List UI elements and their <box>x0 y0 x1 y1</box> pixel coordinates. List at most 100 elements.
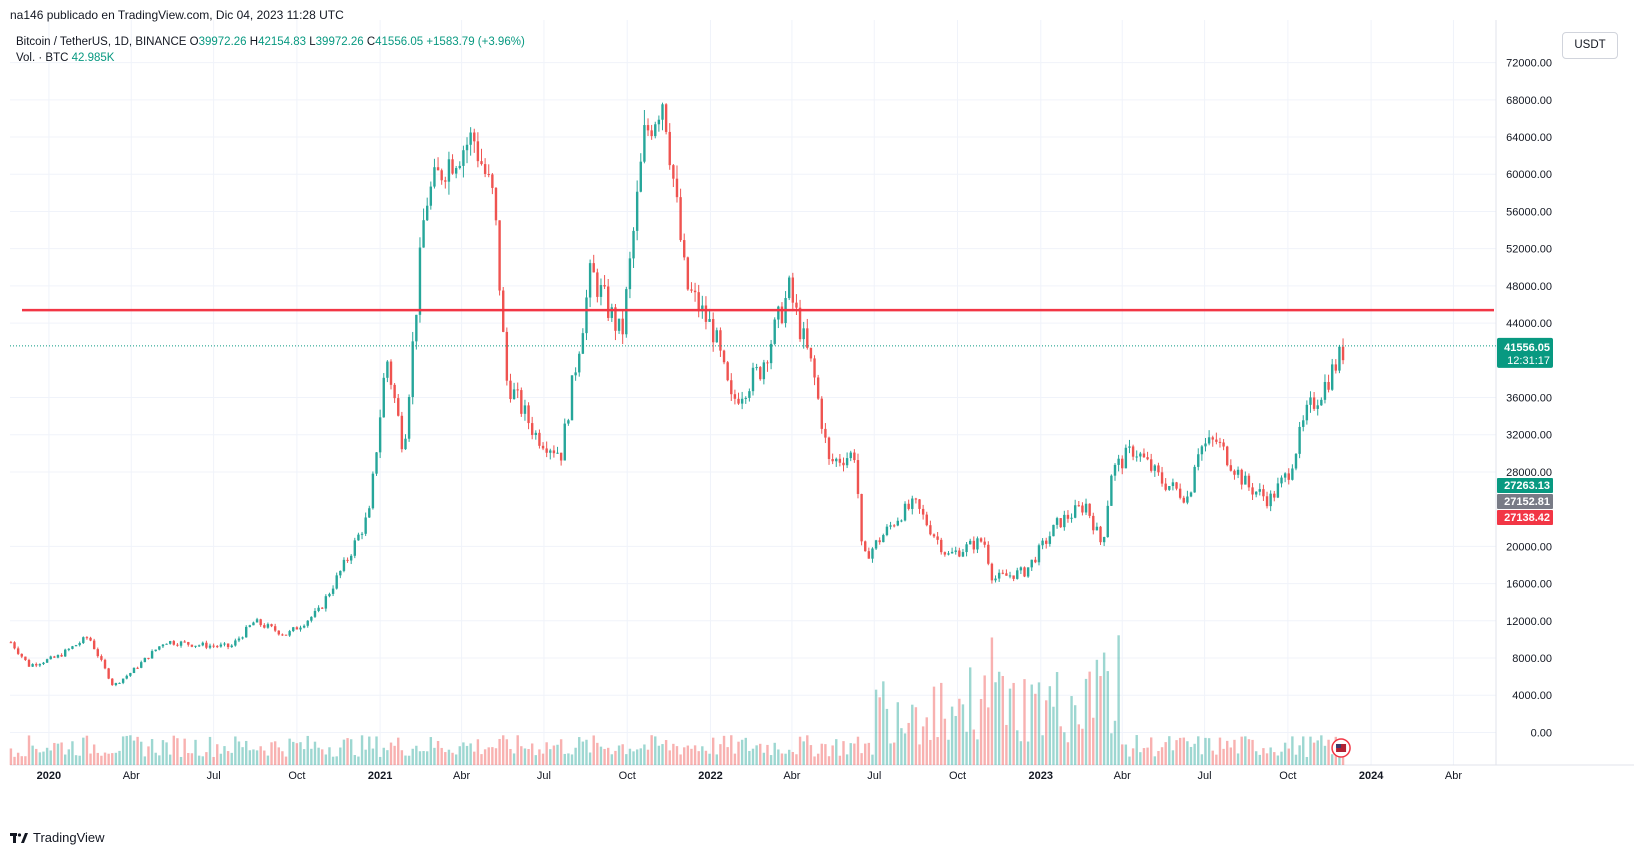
volume-bar <box>1244 736 1247 765</box>
candle-body <box>1030 559 1033 568</box>
volume-bar <box>635 749 639 765</box>
volume-bar <box>121 736 125 765</box>
candle-body <box>1008 575 1012 577</box>
volume-bar <box>74 755 78 765</box>
volume-bar <box>759 743 762 765</box>
volume-bar <box>60 742 63 765</box>
volume-bar <box>473 751 476 765</box>
price-badge <box>1497 510 1553 525</box>
candle-body <box>798 307 802 340</box>
volume-bar <box>216 744 219 765</box>
candle-body <box>281 634 284 636</box>
volume-bar <box>114 752 118 765</box>
close-label: C <box>366 36 376 48</box>
ohlc-row: Bitcoin / TetherUS, 1D, BINANCE O39972.2… <box>16 34 525 50</box>
volume-bar <box>940 682 943 765</box>
price-tick-label: 20000.00 <box>1506 541 1552 553</box>
low-label: L <box>309 36 316 48</box>
candle-body <box>111 678 114 686</box>
volume-bar <box>1117 635 1120 765</box>
volume-bar <box>223 746 226 765</box>
volume-bar <box>378 756 382 765</box>
volume-bar <box>469 743 472 765</box>
candle-body <box>664 104 668 132</box>
volume-bar <box>849 743 852 765</box>
time-tick-label: 2022 <box>698 770 722 782</box>
candle-body <box>483 164 487 174</box>
volume-bar <box>140 741 143 765</box>
candle-body <box>1146 457 1149 460</box>
candle-body <box>1211 437 1214 440</box>
volume-bar <box>1251 739 1254 765</box>
volume-bar <box>929 739 932 765</box>
candle-body <box>45 659 49 663</box>
volume-bar <box>1073 705 1077 765</box>
candle-body <box>1077 505 1080 507</box>
symbol-title[interactable]: Bitcoin / TetherUS, 1D, BINANCE <box>16 36 187 48</box>
volume-bar <box>538 749 541 765</box>
volume-bar <box>1160 747 1164 765</box>
candle-body <box>990 563 994 581</box>
volume-bar <box>1001 676 1004 765</box>
volume-bar <box>726 747 729 765</box>
volume-bar <box>697 751 700 765</box>
candle-body <box>1200 446 1204 455</box>
candle-body <box>1084 503 1088 513</box>
currency-button[interactable]: USDT <box>1562 32 1618 59</box>
candle-body <box>386 361 389 378</box>
volume-label[interactable]: Vol. · BTC <box>16 52 69 64</box>
candle-body <box>371 473 375 509</box>
candle-body <box>465 144 469 151</box>
volume-bar <box>27 735 31 765</box>
volume-bar <box>241 747 244 765</box>
volume-bar <box>853 743 856 765</box>
candle-body <box>889 525 892 527</box>
volume-bar <box>168 754 172 765</box>
candle-body <box>1001 572 1004 574</box>
volume-bar <box>766 744 769 765</box>
candle-body <box>273 626 277 631</box>
volume-bar <box>791 751 795 765</box>
volume-bar <box>187 753 190 765</box>
candle-body <box>675 178 679 198</box>
volume-bar <box>675 746 679 765</box>
volume-bar <box>129 735 132 765</box>
candle-body <box>92 640 96 650</box>
candle-body <box>1110 475 1113 506</box>
candle-body <box>907 503 910 509</box>
volume-bar <box>1077 724 1080 765</box>
volume-bar <box>683 747 686 765</box>
symbol-legend: Bitcoin / TetherUS, 1D, BINANCE O39972.2… <box>16 34 525 66</box>
candle-body <box>932 534 936 537</box>
candle-body <box>961 552 965 557</box>
candle-body <box>552 450 556 454</box>
candle-body <box>1287 473 1290 480</box>
candle-body <box>1124 447 1128 469</box>
candle-body <box>679 197 682 241</box>
volume-bar <box>1305 756 1309 765</box>
candle-body <box>1160 472 1164 484</box>
candle-body <box>158 646 161 650</box>
candle-body <box>1273 493 1276 498</box>
volume-bar <box>13 756 16 765</box>
candle-body <box>368 508 371 518</box>
volume-bar <box>24 756 27 765</box>
volume-bar <box>234 736 237 765</box>
volume-bar <box>1052 706 1055 765</box>
candle-body <box>867 551 871 559</box>
candle-body <box>1265 496 1269 507</box>
volume-bar <box>965 731 968 765</box>
candle-body <box>744 397 747 399</box>
candle-body <box>302 625 306 628</box>
volume-bar <box>777 749 780 765</box>
volume-bar <box>994 682 997 765</box>
candle-body <box>349 555 353 561</box>
candle-body <box>335 575 338 589</box>
candle-body <box>780 306 784 324</box>
candle-body <box>1233 470 1236 475</box>
volume-bar <box>154 752 157 765</box>
candle-body <box>237 638 241 641</box>
volume-bar <box>654 736 657 765</box>
candle-body <box>129 673 132 676</box>
